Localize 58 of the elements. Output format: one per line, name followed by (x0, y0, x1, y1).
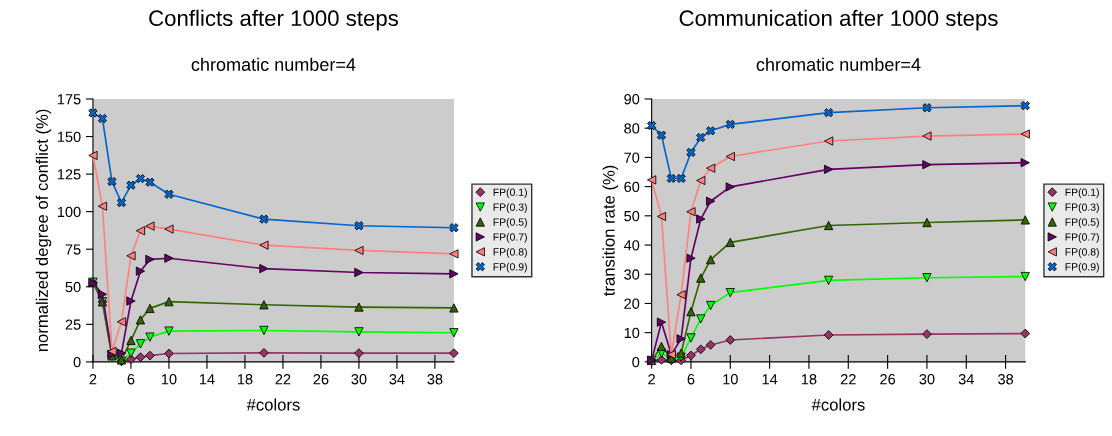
chart-title: Conflicts after 1000 steps (149, 9, 399, 31)
x-tick-label: 30 (919, 374, 935, 385)
legend-label: FP(0.7) (1065, 233, 1099, 243)
legend-label: FP(0.9) (493, 262, 527, 273)
x-axis-title: #colors (246, 398, 300, 411)
x-tick-label: 34 (389, 374, 405, 385)
y-tick-label: 10 (624, 327, 640, 339)
x-tick-label: 6 (127, 374, 135, 385)
x-tick-label: 30 (351, 374, 367, 385)
y-tick-label: 75 (65, 244, 81, 255)
legend-label: FP(0.1) (1065, 188, 1099, 198)
x-tick-label: 26 (880, 374, 896, 385)
legend-label: FP(0.7) (493, 233, 527, 243)
x-tick-label: 38 (998, 374, 1014, 385)
x-tick-label: 34 (958, 374, 974, 385)
x-tick-label: 2 (89, 374, 97, 385)
y-tick-label: 50 (65, 281, 81, 293)
legend-label: FP(0.8) (1065, 247, 1099, 258)
y-tick-label: 0 (632, 356, 640, 368)
x-tick-label: 10 (161, 374, 177, 385)
legend-label: FP(0.5) (493, 218, 527, 228)
x-tick-label: 38 (427, 374, 443, 385)
x-tick-label: 26 (313, 374, 329, 385)
legend-label: FP(0.1) (493, 188, 527, 198)
x-tick-label: 22 (840, 374, 856, 385)
y-tick-label: 20 (624, 298, 640, 309)
x-tick-label: 18 (237, 374, 253, 385)
legend-label: FP(0.9) (1065, 262, 1099, 273)
x-tick-label: 22 (275, 374, 291, 385)
y-tick-label: 175 (57, 94, 81, 105)
y-tick-label: 25 (65, 319, 81, 330)
y-axis-title: transition rate (%) (602, 165, 619, 296)
x-tick-label: 18 (801, 374, 817, 385)
x-tick-label: 2 (648, 374, 655, 385)
chart-subtitle: chromatic number=4 (191, 57, 356, 71)
y-tick-label: 100 (57, 206, 81, 218)
y-tick-label: 30 (624, 269, 640, 280)
x-tick-label: 6 (687, 374, 695, 385)
y-tick-label: 150 (57, 131, 81, 142)
chart-title: Communication after 1000 steps (679, 9, 998, 31)
legend-label: FP(0.5) (1065, 218, 1099, 228)
y-tick-label: 70 (624, 152, 640, 163)
y-tick-label: 90 (624, 94, 640, 105)
legend-label: FP(0.3) (1065, 203, 1099, 213)
legend-label: FP(0.8) (493, 247, 527, 258)
legend-label: FP(0.3) (493, 203, 527, 213)
y-tick-label: 40 (623, 240, 640, 251)
x-tick-label: 10 (723, 374, 738, 385)
y-tick-label: 50 (624, 210, 640, 222)
x-axis-title: #colors (811, 398, 865, 411)
x-tick-label: 14 (762, 374, 778, 385)
y-tick-label: 0 (73, 356, 81, 368)
y-tick-label: 60 (624, 181, 640, 193)
y-tick-label: 80 (624, 123, 640, 134)
x-tick-label: 14 (199, 374, 215, 385)
y-axis-title: normalized degree of conflict (%) (35, 109, 52, 352)
chart-subtitle: chromatic number=4 (756, 57, 921, 71)
y-tick-label: 125 (57, 169, 81, 180)
